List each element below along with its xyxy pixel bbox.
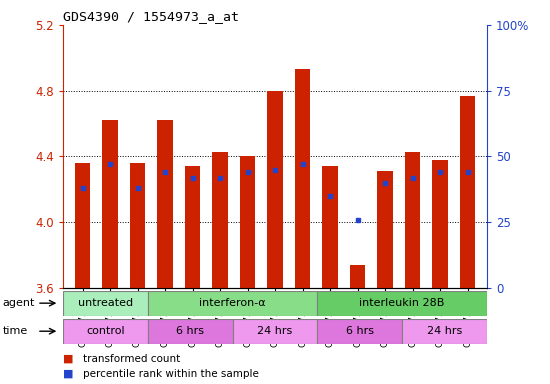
Bar (233, 319, 317, 344)
Text: GDS4390 / 1554973_a_at: GDS4390 / 1554973_a_at (63, 10, 239, 23)
Text: ■: ■ (63, 369, 74, 379)
Bar (212, 152, 228, 288)
Bar (63, 291, 148, 316)
Bar (148, 291, 317, 316)
Text: time: time (3, 326, 28, 336)
Bar (322, 166, 338, 288)
Bar (405, 152, 420, 288)
Bar (157, 120, 173, 288)
Bar (75, 163, 90, 288)
Text: ■: ■ (63, 354, 74, 364)
Bar (295, 70, 310, 288)
Bar (402, 319, 487, 344)
Text: percentile rank within the sample: percentile rank within the sample (82, 369, 258, 379)
Bar (102, 120, 118, 288)
Bar (267, 91, 283, 288)
Text: interleukin 28B: interleukin 28B (359, 298, 445, 308)
Bar (350, 265, 365, 288)
Bar (240, 157, 255, 288)
Text: untreated: untreated (78, 298, 133, 308)
Text: control: control (86, 326, 125, 336)
Bar (130, 163, 145, 288)
Text: 24 hrs: 24 hrs (257, 326, 293, 336)
Bar (377, 171, 393, 288)
Bar (63, 319, 148, 344)
Bar (148, 319, 233, 344)
Text: 6 hrs: 6 hrs (177, 326, 204, 336)
Bar (460, 96, 475, 288)
Bar (317, 291, 487, 316)
Text: interferon-α: interferon-α (199, 298, 266, 308)
Text: agent: agent (3, 298, 35, 308)
Text: 24 hrs: 24 hrs (427, 326, 462, 336)
Text: 6 hrs: 6 hrs (346, 326, 373, 336)
Text: transformed count: transformed count (82, 354, 180, 364)
Bar (185, 166, 200, 288)
Bar (317, 319, 402, 344)
Bar (432, 160, 448, 288)
